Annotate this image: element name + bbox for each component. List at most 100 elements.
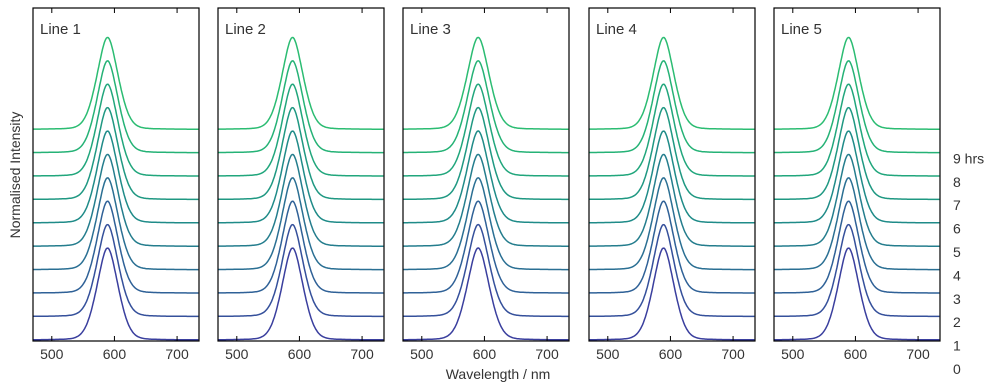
spectrum-line-4 — [218, 153, 384, 247]
spectrum-line-5 — [403, 130, 569, 224]
time-label: 8 — [953, 174, 961, 190]
spectrum-line-5 — [218, 130, 384, 224]
spectrum-line-9-hrs — [33, 36, 199, 130]
spectrum-line-0 — [218, 247, 384, 341]
plot-frame — [773, 7, 941, 342]
spectrum-line-8 — [403, 59, 569, 154]
series-group — [589, 36, 755, 341]
x-tick-label: 700 — [165, 346, 189, 362]
spectrum-line-7 — [774, 83, 940, 177]
spectrum-line-3 — [33, 177, 199, 271]
x-tick-label: 700 — [535, 346, 559, 362]
spectrum-line-3 — [218, 177, 384, 271]
panel-5: 500 600 700 Line 5 — [773, 7, 941, 362]
spectrum-line-8 — [33, 60, 199, 154]
time-label: 9 hrs — [953, 150, 984, 166]
spectrum-line-6 — [774, 106, 940, 201]
spectrum-line-0 — [33, 247, 199, 341]
x-tick-label: 700 — [906, 346, 930, 362]
spectrum-line-1 — [774, 223, 940, 318]
spectrum-line-0 — [589, 247, 755, 341]
plot-frame — [217, 7, 385, 342]
time-label: 0 — [953, 361, 961, 377]
x-tick-label: 500 — [781, 346, 805, 362]
x-tick-label: 600 — [288, 346, 312, 362]
x-tick-label: 600 — [103, 346, 127, 362]
series-group — [33, 36, 199, 341]
spectrum-line-6 — [218, 106, 384, 201]
spectrum-line-1 — [218, 223, 384, 318]
spectrum-line-6 — [589, 106, 755, 201]
spectrum-line-6 — [33, 106, 199, 201]
x-tick-label: 500 — [225, 346, 249, 362]
spectrum-line-9-hrs — [589, 36, 755, 130]
x-tick-label: 500 — [596, 346, 620, 362]
spectrum-line-4 — [589, 153, 755, 247]
spectrum-line-5 — [774, 130, 940, 224]
time-labels: 0 1 2 3 4 5 6 7 8 9 hrs — [953, 150, 984, 377]
time-label: 2 — [953, 314, 961, 330]
spectrum-line-8 — [218, 60, 384, 154]
spectrum-line-2 — [589, 200, 755, 294]
plot-frame — [32, 7, 200, 342]
panel-4: 500 600 700 Line 4 — [588, 7, 756, 362]
spectrum-line-3 — [774, 177, 940, 271]
spectrum-line-4 — [33, 153, 199, 247]
spectrum-line-8 — [589, 60, 755, 154]
spectrum-line-4 — [403, 153, 569, 247]
x-tick-label: 700 — [721, 346, 745, 362]
spectrum-line-8 — [774, 60, 940, 154]
panel-title: Line 1 — [40, 21, 81, 38]
spectrum-line-7 — [33, 83, 199, 177]
panel-1: 500 600 700 Line 1 — [32, 7, 200, 362]
spectrum-line-4 — [774, 153, 940, 247]
time-label: 3 — [953, 291, 961, 307]
x-tick-label: 500 — [40, 346, 64, 362]
spectrum-line-9-hrs — [774, 36, 940, 130]
x-tick-label: 500 — [410, 346, 434, 362]
time-label: 5 — [953, 244, 961, 260]
x-tick-label: 600 — [473, 346, 497, 362]
panel-title: Line 2 — [225, 21, 266, 38]
spectrum-line-2 — [774, 200, 940, 294]
time-label: 7 — [953, 197, 961, 213]
x-axis-label: Wavelength / nm — [446, 366, 551, 382]
series-group — [218, 36, 384, 341]
panel-3: 500 600 700 Line 3 — [402, 7, 570, 362]
spectrum-line-2 — [33, 200, 199, 294]
spectrum-line-3 — [589, 177, 755, 271]
x-tick-label: 600 — [844, 346, 868, 362]
spectrum-line-2 — [218, 200, 384, 294]
panel-2: 500 600 700 Line 2 — [217, 7, 385, 362]
y-axis-label: Normalised Intensity — [7, 112, 23, 239]
spectrum-line-7 — [589, 83, 755, 177]
plot-frame — [588, 7, 756, 342]
spectrum-line-0 — [774, 247, 940, 341]
spectrum-line-1 — [33, 223, 199, 318]
panels: 500 600 700 Line 1 500 600 700 Line 2 500 600 700 L… — [32, 7, 941, 362]
spectrum-line-7 — [403, 83, 569, 177]
panel-title: Line 3 — [410, 21, 451, 38]
x-tick-label: 600 — [659, 346, 683, 362]
x-tick-label: 700 — [350, 346, 374, 362]
spectrum-line-0 — [403, 247, 569, 341]
time-label: 1 — [953, 338, 961, 354]
spectrum-line-9-hrs — [403, 36, 569, 130]
spectrum-line-9-hrs — [218, 36, 384, 130]
time-label: 6 — [953, 221, 961, 237]
spectrum-line-3 — [403, 176, 569, 271]
spectrum-line-2 — [403, 200, 569, 294]
spectrum-line-1 — [403, 223, 569, 318]
spectrum-line-5 — [589, 130, 755, 224]
spectrum-line-7 — [218, 83, 384, 177]
series-group — [403, 36, 569, 341]
spectrum-line-6 — [403, 106, 569, 201]
spectrum-line-1 — [589, 223, 755, 318]
plot-frame — [402, 7, 570, 342]
time-label: 4 — [953, 267, 961, 283]
panel-title: Line 4 — [596, 21, 637, 38]
panel-title: Line 5 — [781, 21, 822, 38]
series-group — [774, 36, 940, 341]
spectrum-line-5 — [33, 130, 199, 224]
